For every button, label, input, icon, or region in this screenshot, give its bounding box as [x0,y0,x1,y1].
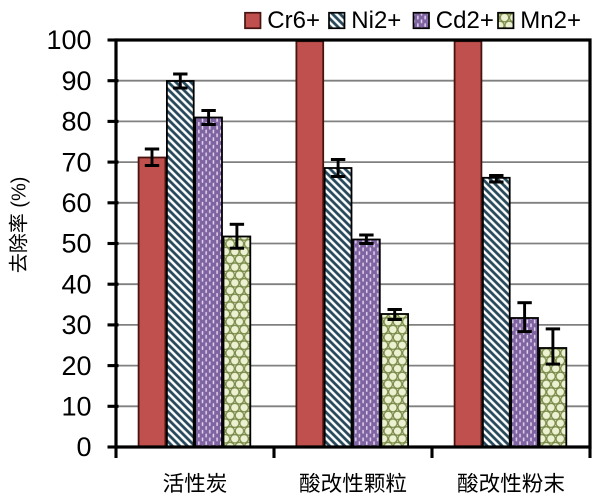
svg-text:Cd2+: Cd2+ [436,7,494,34]
svg-text:70: 70 [61,147,91,177]
svg-text:(%): (%) [9,177,31,208]
svg-text:0: 0 [76,432,91,462]
svg-text:Mn2+: Mn2+ [520,7,581,34]
svg-text:Cr6+: Cr6+ [267,7,320,34]
svg-text:10: 10 [61,392,91,422]
svg-text:100: 100 [46,25,91,55]
svg-text:20: 20 [61,351,91,381]
svg-text:80: 80 [61,107,91,137]
svg-text:30: 30 [61,310,91,340]
svg-text:40: 40 [61,269,91,299]
svg-text:50: 50 [61,229,91,259]
svg-text:60: 60 [61,188,91,218]
svg-text:Ni2+: Ni2+ [351,7,401,34]
svg-text:90: 90 [61,66,91,96]
